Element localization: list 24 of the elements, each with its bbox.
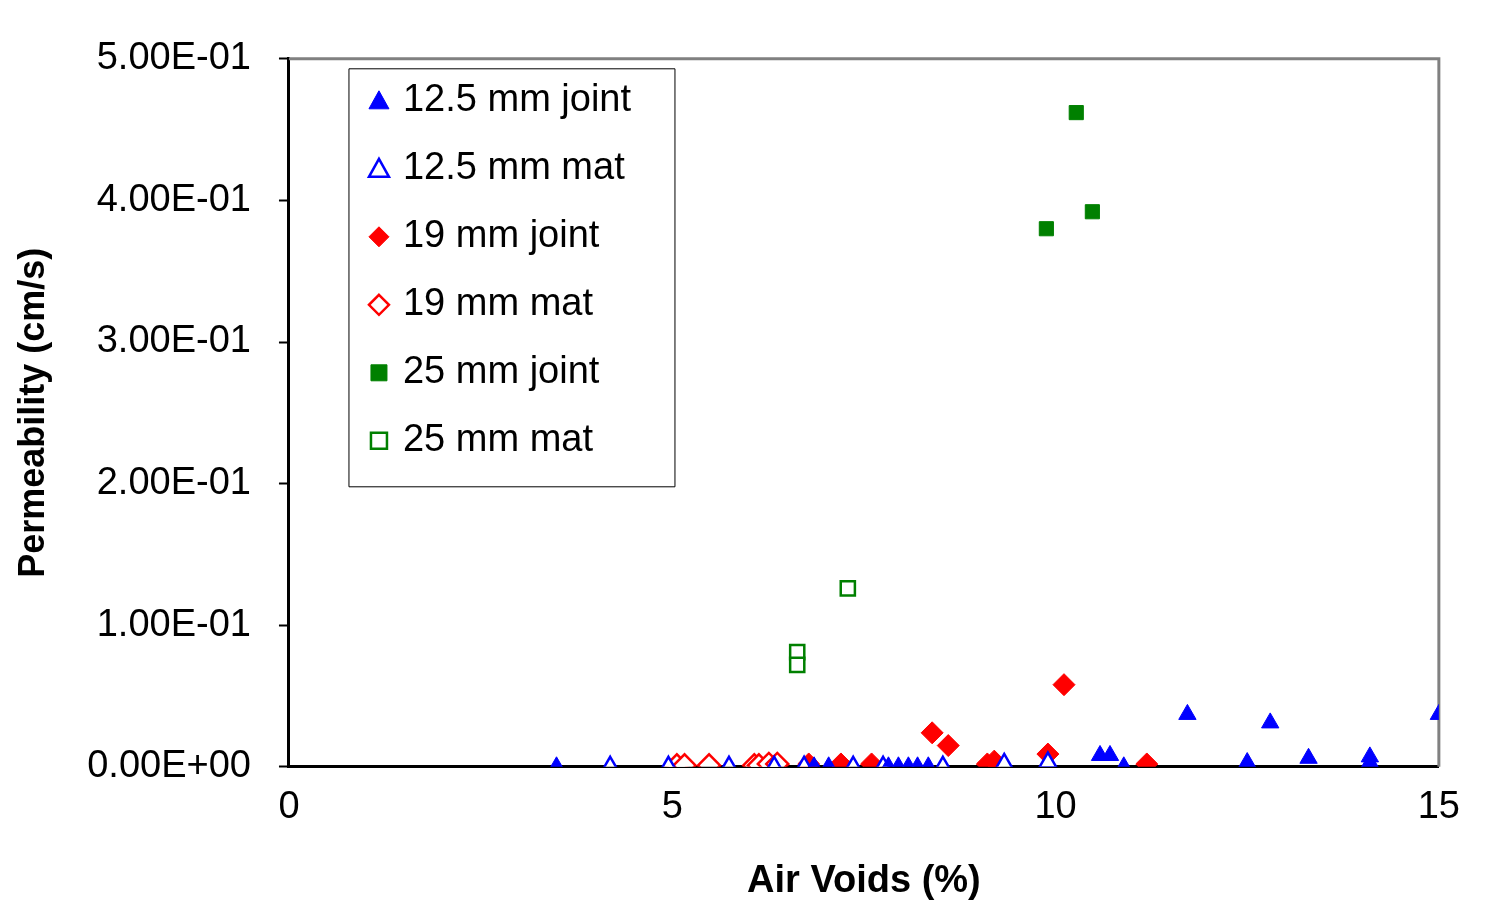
legend-label: 25 mm joint (402, 349, 600, 392)
point (1084, 204, 1100, 220)
y-axis-title: Permeability (cm/s) (10, 247, 52, 578)
legend-label: 12.5 mm joint (402, 77, 632, 120)
y-tick-label: 2.00E-01 (96, 460, 251, 503)
y-tick-label: 5.00E-01 (96, 35, 251, 78)
legend-label: 19 mm mat (402, 281, 594, 324)
point (1038, 221, 1054, 237)
point (1068, 105, 1084, 121)
point (1299, 747, 1318, 764)
point (1178, 703, 1197, 720)
y-tick-label: 4.00E-01 (96, 176, 251, 219)
x-tick-label: 5 (661, 784, 683, 827)
x-tick-label: 15 (1417, 784, 1461, 827)
legend-label: 19 mm joint (402, 213, 600, 256)
y-tick-label: 0.00E+00 (87, 743, 251, 786)
legend-label: 12.5 mm mat (402, 145, 626, 188)
x-tick-label: 10 (1034, 784, 1077, 827)
y-tick-label: 3.00E-01 (96, 318, 251, 361)
point (1261, 712, 1280, 729)
y-tick-label: 1.00E-01 (96, 601, 251, 644)
legend-label: 25 mm mat (402, 417, 594, 460)
x-tick-label: 0 (278, 784, 300, 827)
x-axis-title: Air Voids (%) (747, 857, 981, 900)
